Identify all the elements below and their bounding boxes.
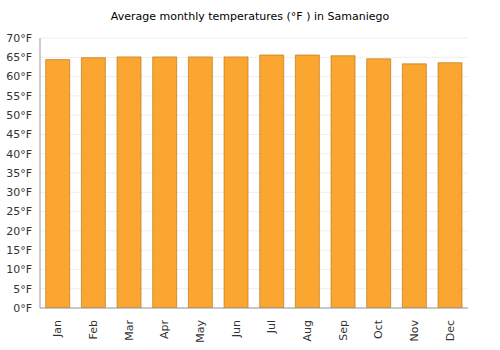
svg-text:30°F: 30°F [8, 186, 32, 199]
svg-text:55°F: 55°F [8, 90, 32, 103]
svg-text:Jan: Jan [51, 320, 64, 338]
svg-text:Dec: Dec [444, 320, 457, 341]
svg-text:40°F: 40°F [8, 148, 32, 161]
svg-text:10°F: 10°F [8, 263, 32, 276]
svg-text:65°F: 65°F [8, 51, 32, 64]
svg-text:Feb: Feb [87, 320, 100, 339]
svg-text:50°F: 50°F [8, 109, 32, 122]
svg-text:Jul: Jul [265, 320, 278, 334]
svg-text:Oct: Oct [372, 319, 385, 339]
svg-text:5°F: 5°F [13, 283, 32, 296]
svg-text:45°F: 45°F [8, 128, 32, 141]
svg-text:0°F: 0°F [13, 302, 32, 315]
svg-text:Jun: Jun [230, 320, 243, 338]
svg-text:Mar: Mar [123, 320, 136, 341]
svg-text:Nov: Nov [408, 320, 421, 342]
svg-text:Sep: Sep [337, 320, 350, 341]
svg-text:May: May [194, 320, 207, 343]
svg-text:20°F: 20°F [8, 225, 32, 238]
svg-text:35°F: 35°F [8, 167, 32, 180]
svg-text:25°F: 25°F [8, 205, 32, 218]
svg-text:60°F: 60°F [8, 70, 32, 83]
svg-text:Apr: Apr [158, 320, 171, 340]
html-text:Average monthly temperatures (: Average monthly temperatures (°F ) in Sa… [110, 10, 390, 23]
svg-text:Aug: Aug [301, 320, 314, 341]
svg-text:15°F: 15°F [8, 244, 32, 257]
svg-text:70°F: 70°F [8, 32, 32, 45]
